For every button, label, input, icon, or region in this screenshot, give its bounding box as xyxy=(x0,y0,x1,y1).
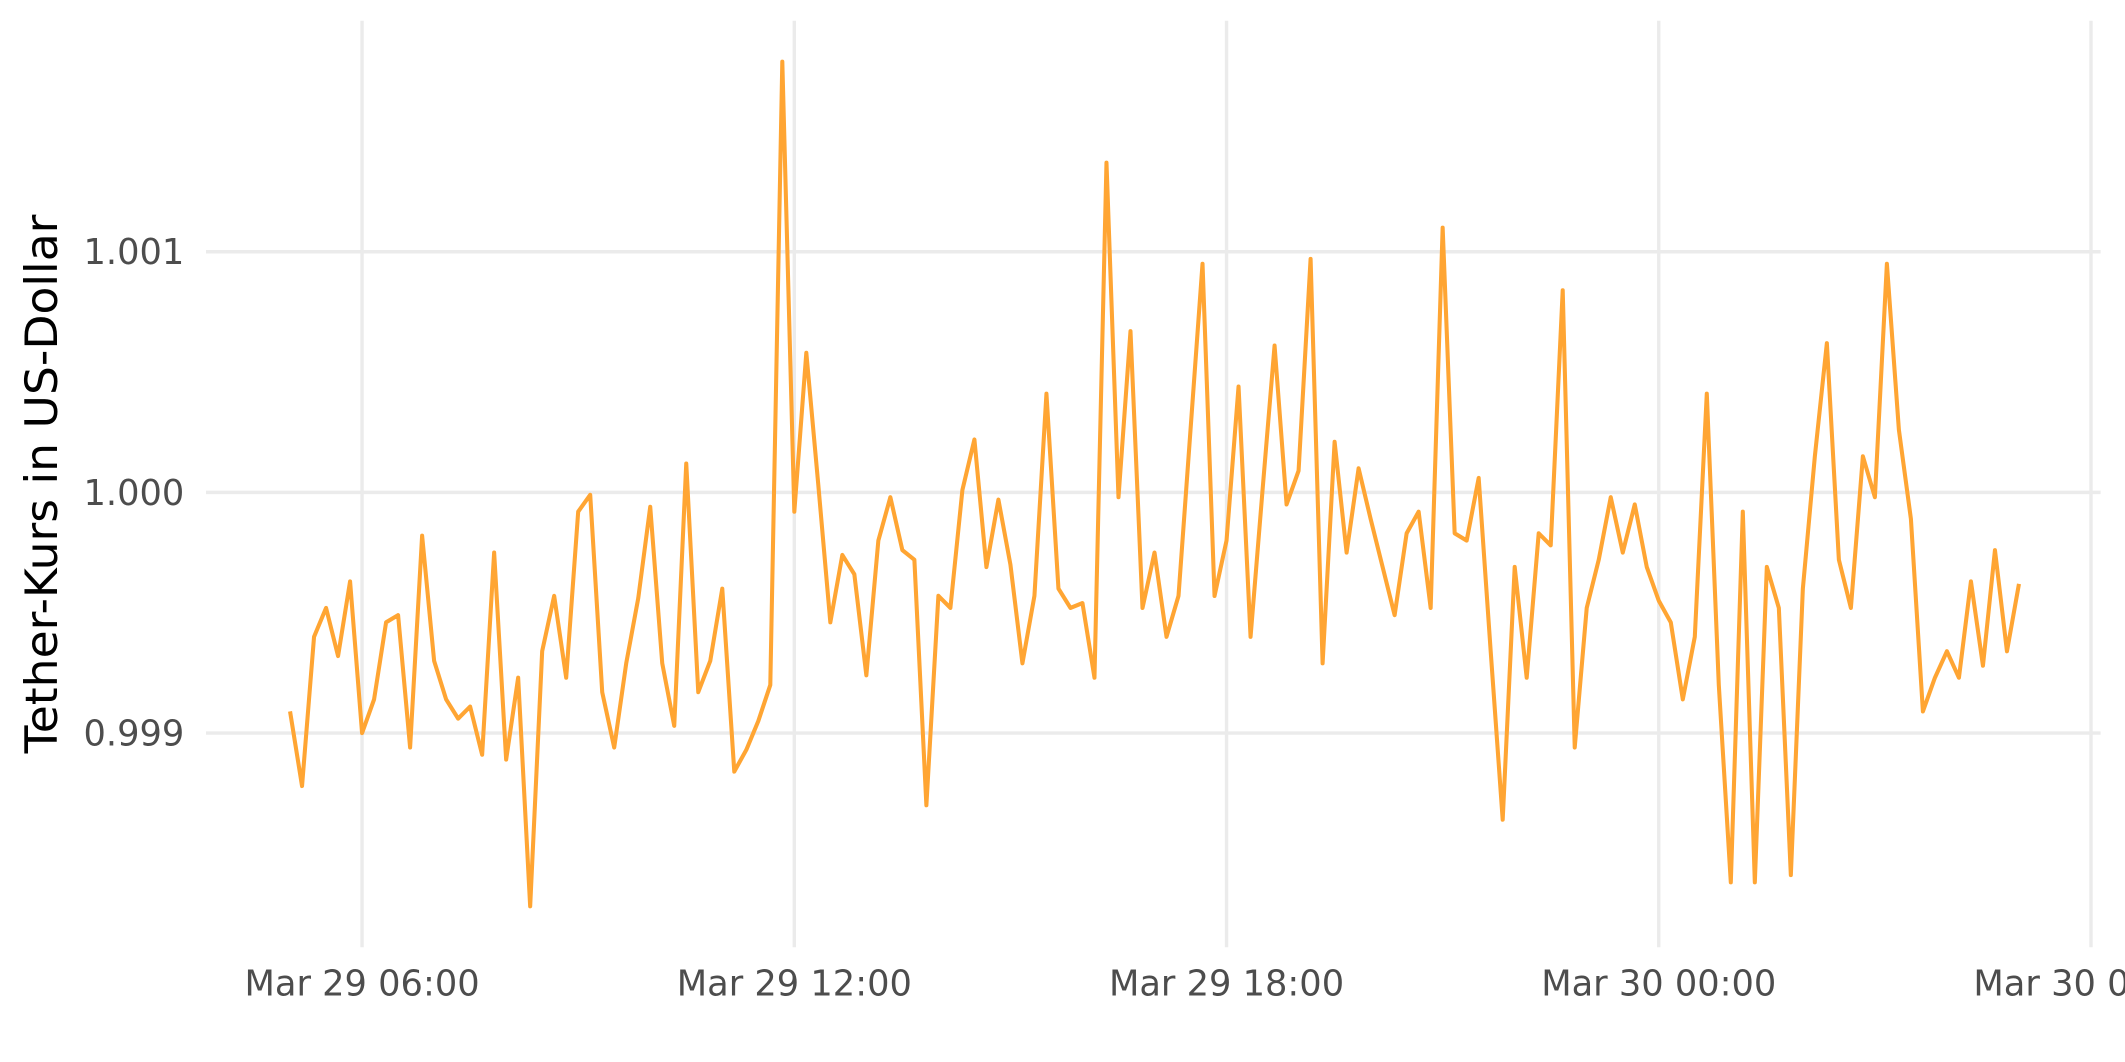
data-line xyxy=(288,59,2021,909)
y-tick-label: 1.001 xyxy=(83,232,184,273)
x-tick-label: Mar 29 18:00 xyxy=(1109,963,1344,1004)
y-tick-label: 0.999 xyxy=(83,713,184,754)
x-tick-label: Mar 29 06:00 xyxy=(245,963,480,1004)
x-tick-label: Mar 30 06:00 xyxy=(1973,963,2125,1004)
y-tick-label: 1.000 xyxy=(83,473,184,514)
y-axis-title: Tether-Kurs in US-Dollar xyxy=(15,214,67,754)
x-tick-label: Mar 29 12:00 xyxy=(677,963,912,1004)
x-tick-label: Mar 30 00:00 xyxy=(1541,963,1776,1004)
